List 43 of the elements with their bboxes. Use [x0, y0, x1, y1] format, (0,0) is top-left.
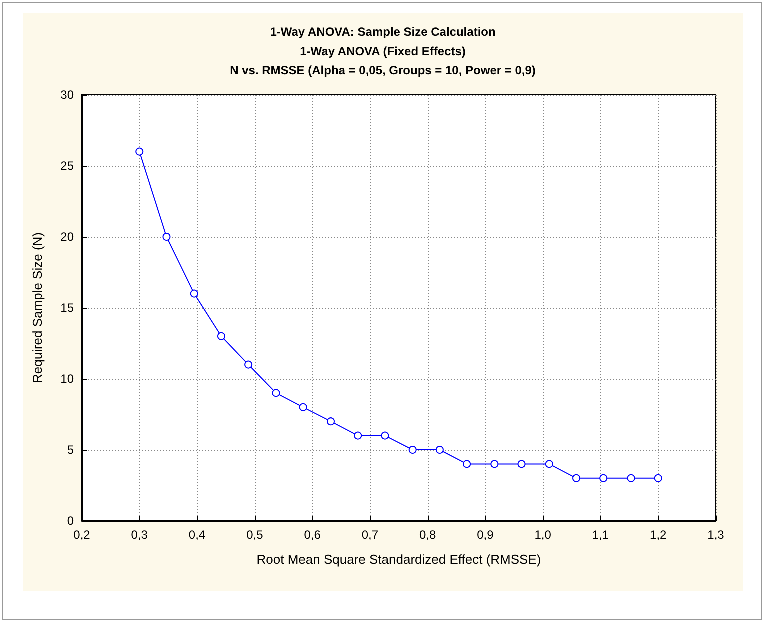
point	[381, 432, 390, 440]
chart-title: 1-Way ANOVA: Sample Size Calculation	[270, 25, 496, 39]
x-tick-label: 0,4	[188, 528, 206, 542]
y-tick-label: 0	[67, 514, 74, 528]
x-tick-label: 0,5	[246, 528, 264, 542]
point	[408, 446, 417, 454]
x-tick-label: 1,0	[534, 528, 552, 542]
x-tick-label: 0,9	[477, 528, 494, 542]
point	[354, 432, 362, 440]
point	[572, 474, 581, 482]
point	[190, 290, 198, 298]
point	[299, 403, 308, 412]
point	[436, 446, 444, 454]
y-tick-label: 20	[60, 230, 74, 244]
x-tick-label: 1,2	[650, 528, 668, 542]
point	[600, 474, 608, 482]
chart-subtitle: 1-Way ANOVA (Fixed Effects) N vs. RMSSE (Alpha = 0,05, Groups = 10, Power = 0,9)	[230, 44, 536, 78]
x-tick-label: 0,7	[362, 528, 379, 542]
y-tick-label: 5	[67, 443, 74, 457]
point	[518, 460, 526, 468]
y-tick-label: 25	[60, 159, 74, 173]
x-tick-label: 0,6	[304, 528, 322, 542]
point	[326, 418, 335, 426]
point	[217, 332, 226, 340]
y-tick-label: 10	[60, 372, 74, 386]
point	[545, 460, 554, 468]
point	[627, 474, 636, 482]
x-tick-label: 1,3	[708, 528, 725, 542]
x-tick-label: 0,3	[131, 528, 148, 542]
point	[136, 148, 144, 156]
point	[272, 389, 280, 398]
x-axis-title: Root Mean Square Standardized Effect (RMSSE)	[256, 552, 542, 567]
point	[162, 233, 171, 241]
x-tick-label: 0,2	[74, 528, 91, 542]
point	[654, 474, 662, 482]
y-tick-label: 30	[60, 88, 74, 102]
x-tick-label: 1,1	[592, 528, 610, 542]
y-axis-title: Required Sample Size (N)	[30, 232, 45, 384]
point	[463, 460, 472, 468]
point	[244, 360, 253, 369]
x-tick-label: 0,8	[419, 528, 436, 542]
y-tick-label: 15	[60, 301, 74, 315]
point	[490, 460, 499, 468]
